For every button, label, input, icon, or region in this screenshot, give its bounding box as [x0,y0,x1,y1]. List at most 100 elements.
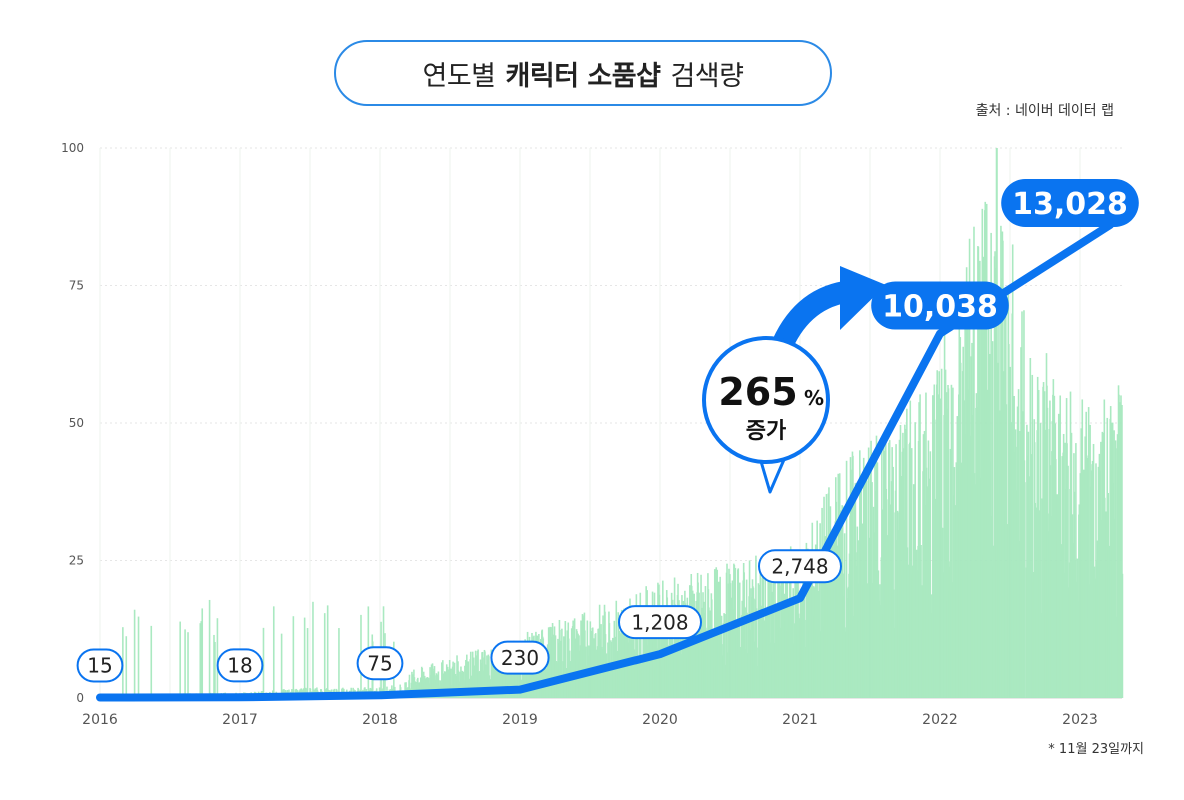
relative-index-bar [843,533,846,698]
relative-index-bar [910,448,913,698]
relative-index-bar [200,621,203,698]
relative-index-bar [466,654,468,698]
relative-index-bar [996,148,998,698]
relative-index-bar [586,620,589,698]
relative-index-bar [856,526,859,698]
relative-index-bar [1004,319,1006,698]
title-suffix: 검색량 [670,60,744,92]
relative-index-bar [875,435,878,698]
value-label-text: 230 [501,646,539,670]
relative-index-bar [708,607,710,698]
relative-index-bar [986,393,989,698]
relative-index-bar [566,630,569,698]
relative-index-bar [262,627,265,698]
relative-index-bar [577,633,579,698]
relative-index-bar [1075,443,1077,698]
relative-index-bar [892,466,894,698]
relative-index-bar [1024,482,1026,698]
relative-index-bar [1038,510,1041,698]
relative-index-bar [493,652,496,698]
y-tick-label: 100 [61,141,84,155]
relative-index-bar [1115,448,1117,698]
relative-index-bar [805,542,808,698]
relative-index-bar [973,226,975,698]
relative-index-bar [572,620,574,698]
relative-index-bar [1042,382,1045,698]
y-tick-label: 50 [69,416,84,430]
relative-index-bar [950,384,953,698]
relative-index-bar [1112,482,1114,698]
relative-index-bar [1120,395,1122,698]
relative-index-bar [772,581,775,698]
relative-index-bar [681,619,684,698]
relative-index-bar [982,256,985,698]
relative-index-bar [431,663,434,698]
relative-index-bar [928,478,931,698]
relative-index-bar [858,540,860,698]
relative-index-bar [417,677,419,698]
relative-index-bar [1100,520,1103,698]
relative-index-bar [646,590,648,698]
relative-index-bar [729,583,732,698]
relative-index-bar [629,598,631,698]
relative-index-bar [971,342,973,698]
value-label-text: 13,028 [1012,187,1128,222]
relative-index-bar [823,496,825,698]
relative-index-bar [1067,465,1069,698]
x-tick-label: 2020 [642,712,678,728]
value-label-pill [356,646,404,681]
value-label-pill [618,605,702,640]
relative-index-bar [730,597,733,698]
relative-index-bar [816,520,818,698]
value-label-text: 18 [227,654,252,678]
relative-index-bar [557,638,559,698]
relative-index-bar [1121,404,1123,698]
relative-index-bar [561,628,563,698]
relative-index-bar [125,636,128,698]
relative-index-bar [549,626,551,698]
relative-index-bar [404,682,406,698]
y-tick-label: 0 [76,691,84,705]
relative-index-bar [919,394,921,698]
relative-index-bar [445,664,448,698]
relative-index-bar [686,597,689,698]
relative-index-bar [626,612,629,698]
value-label-pill [758,549,842,584]
relative-index-bar [753,598,755,698]
relative-index-bar [492,653,495,698]
relative-index-bar [1087,407,1090,698]
relative-index-bar [1056,540,1059,698]
relative-index-bar [902,448,905,698]
relative-index-bar [1092,443,1095,698]
relative-index-bar [1031,374,1034,698]
relative-index-bar [455,676,457,698]
value-label-1: 18 [216,648,264,683]
relative-index-bar [932,395,934,698]
relative-index-bar [837,473,840,698]
relative-index-bar [1095,560,1098,698]
relative-index-bar [1037,390,1040,698]
relative-index-bar [794,566,797,698]
relative-index-bar [1057,413,1060,698]
relative-index-bar [573,618,576,698]
relative-index-bar [914,422,916,698]
value-label-text: 10,038 [882,289,998,324]
relative-index-bar [338,628,340,698]
growth-unit: % [804,386,824,410]
relative-index-bar [777,549,779,698]
relative-index-bar [1080,428,1083,698]
value-label-4: 1,208 [618,605,702,640]
relative-index-bar [508,656,510,698]
value-label-text: 1,208 [631,610,688,634]
relative-index-bar [292,616,295,698]
relative-index-bar [883,450,886,698]
relative-index-bar [891,447,893,698]
relative-index-bar [602,625,605,698]
relative-index-bar [1089,486,1092,698]
relative-index-bar [709,610,712,698]
relative-index-bar [525,654,527,698]
relative-index-bar [964,433,967,698]
relative-index-bar [712,633,715,698]
relative-index-bar [199,623,202,698]
relative-index-bar [567,638,570,698]
